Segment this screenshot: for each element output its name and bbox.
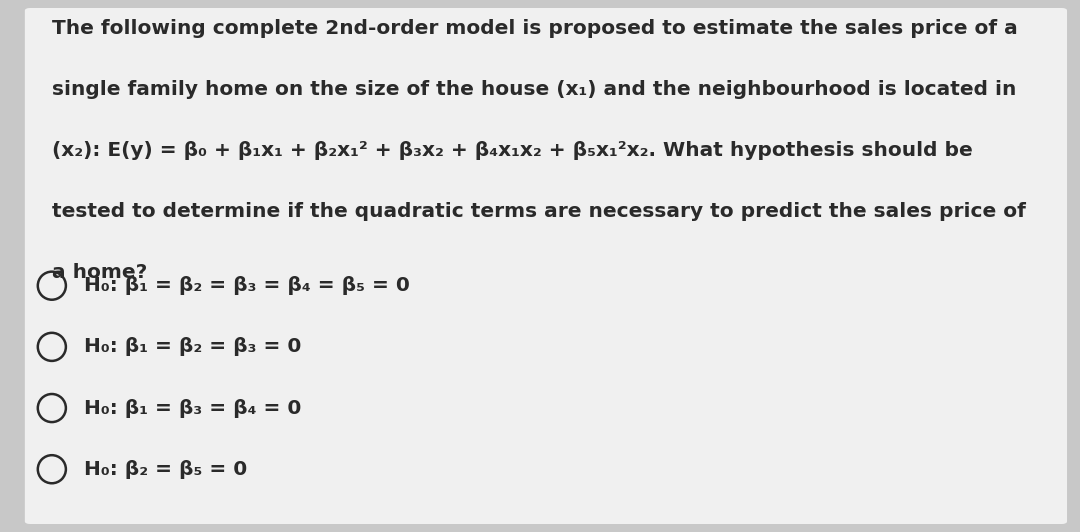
Text: single family home on the size of the house (x₁) and the neighbourhood is locate: single family home on the size of the ho… — [52, 80, 1016, 99]
FancyBboxPatch shape — [25, 8, 1067, 524]
Text: H₀: β₁ = β₃ = β₄ = 0: H₀: β₁ = β₃ = β₄ = 0 — [84, 398, 301, 418]
Text: H₀: β₂ = β₅ = 0: H₀: β₂ = β₅ = 0 — [84, 460, 247, 479]
Text: The following complete 2nd-order model is proposed to estimate the sales price o: The following complete 2nd-order model i… — [52, 19, 1017, 38]
Text: a home?: a home? — [52, 263, 147, 282]
Text: tested to determine if the quadratic terms are necessary to predict the sales pr: tested to determine if the quadratic ter… — [52, 202, 1026, 221]
Text: H₀: β₁ = β₂ = β₃ = β₄ = β₅ = 0: H₀: β₁ = β₂ = β₃ = β₄ = β₅ = 0 — [84, 276, 410, 295]
Text: H₀: β₁ = β₂ = β₃ = 0: H₀: β₁ = β₂ = β₃ = 0 — [84, 337, 301, 356]
Text: (x₂): E(y) = β₀ + β₁x₁ + β₂x₁² + β₃x₂ + β₄x₁x₂ + β₅x₁²x₂. What hypothesis should: (x₂): E(y) = β₀ + β₁x₁ + β₂x₁² + β₃x₂ + … — [52, 141, 973, 160]
